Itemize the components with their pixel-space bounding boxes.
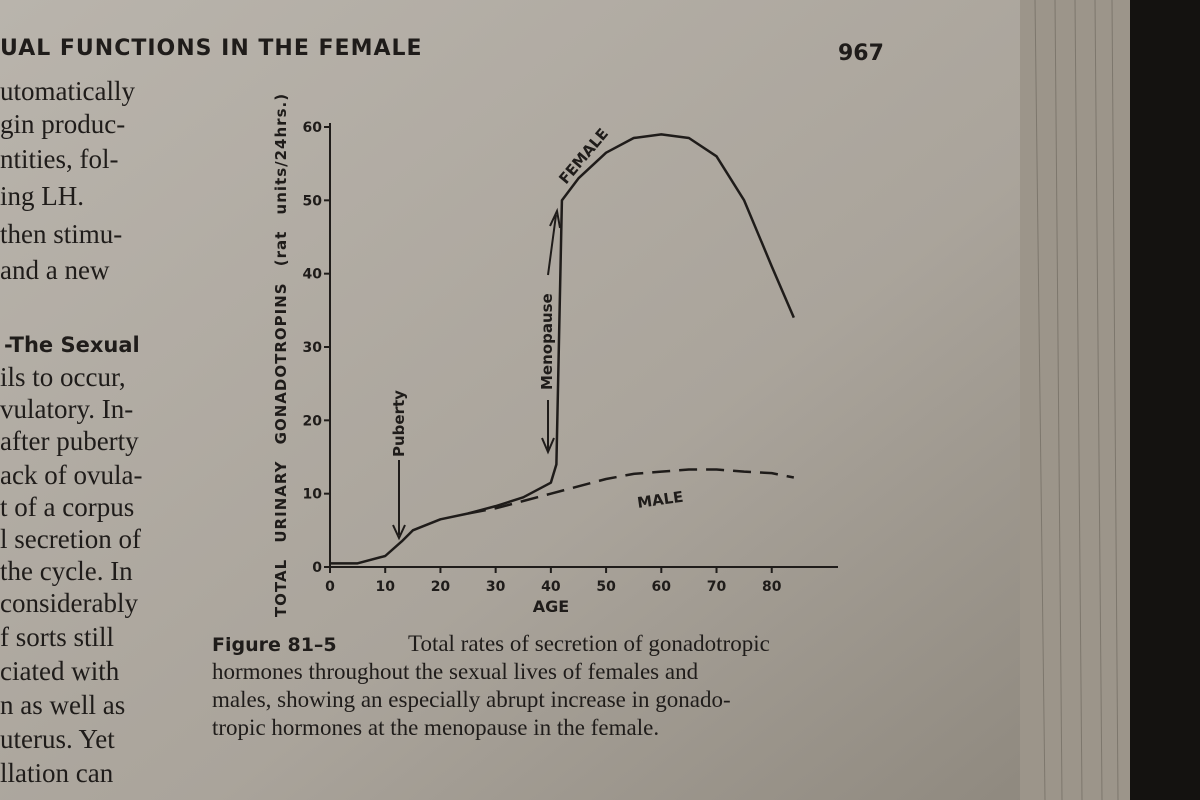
- body-text-line: f sorts still: [0, 622, 114, 652]
- body-text-line: and a new: [0, 255, 110, 285]
- caption-label: Figure 81–5: [212, 634, 337, 656]
- page-edges: [1020, 0, 1130, 800]
- x-tick-label: 60: [652, 579, 672, 595]
- series-line: [330, 133, 795, 565]
- arrow: [547, 207, 561, 276]
- y-tick-label: 50: [303, 193, 323, 209]
- x-tick-label: 10: [375, 579, 395, 595]
- y-tick-label: 60: [303, 120, 323, 136]
- annotation: Menopause: [538, 293, 556, 390]
- caption-line: tropic hormones at the menopause in the …: [212, 715, 659, 740]
- arrow: [392, 460, 406, 541]
- body-text-line: then stimu-: [0, 219, 122, 249]
- body-text-line: n as well as: [0, 690, 125, 720]
- running-head: UAL FUNCTIONS IN THE FEMALE: [0, 36, 423, 61]
- caption-line: males, showing an especially abrupt incr…: [212, 687, 731, 712]
- x-tick-label: 20: [431, 579, 451, 595]
- y-tick-label: 30: [303, 340, 323, 356]
- body-text-line: -The Sexual: [4, 333, 140, 357]
- annotation: Puberty: [390, 390, 408, 457]
- body-text-line: uterus. Yet: [0, 724, 115, 754]
- body-text-line: ciated with: [0, 656, 120, 686]
- x-tick-label: 0: [325, 579, 335, 595]
- y-tick-label: 40: [303, 267, 323, 283]
- body-text-line: after puberty: [0, 426, 139, 456]
- y-tick-label: 10: [303, 487, 323, 503]
- book-page: [0, 0, 1030, 800]
- caption: Total rates of secretion of gonadotropic…: [212, 631, 770, 740]
- body-text-line: l secretion of: [0, 524, 141, 554]
- y-tick-label: 0: [312, 560, 322, 576]
- x-tick-label: 40: [541, 579, 561, 595]
- page-number: 967: [838, 41, 884, 66]
- body-text-line: gin produc-: [0, 109, 125, 139]
- body-text-line: ack of ovula-: [0, 460, 142, 490]
- x-tick-label: 80: [762, 579, 782, 595]
- body-text-line: utomatically: [0, 76, 135, 106]
- x-tick-label: 30: [486, 579, 506, 595]
- page-edge-lines: [1034, 0, 1119, 800]
- caption-line: Total rates of secretion of gonadotropic: [408, 631, 770, 656]
- body-text-line: the cycle. In: [0, 556, 133, 586]
- series-line: [467, 468, 795, 515]
- x-tick-label: 70: [707, 579, 727, 595]
- y-tick-label: 20: [303, 413, 323, 429]
- background: [1130, 0, 1200, 800]
- body-text-line: ntities, fol-: [0, 144, 118, 174]
- caption-line: hormones throughout the sexual lives of …: [212, 659, 699, 684]
- body-text-line: considerably: [0, 588, 138, 618]
- x-axis-title: AGE: [533, 597, 569, 616]
- body-text-line: ing LH.: [0, 181, 84, 211]
- body-text-line: llation can: [0, 758, 114, 788]
- x-tick-label: 50: [596, 579, 616, 595]
- body-text-line: ils to occur,: [0, 362, 126, 392]
- body-text-line: t of a corpus: [0, 492, 134, 522]
- body-text-line: vulatory. In-: [0, 394, 133, 424]
- y-axis-title: TOTAL URINARY GONADOTROPINS (rat units/2…: [272, 93, 290, 617]
- arrow: [541, 400, 555, 455]
